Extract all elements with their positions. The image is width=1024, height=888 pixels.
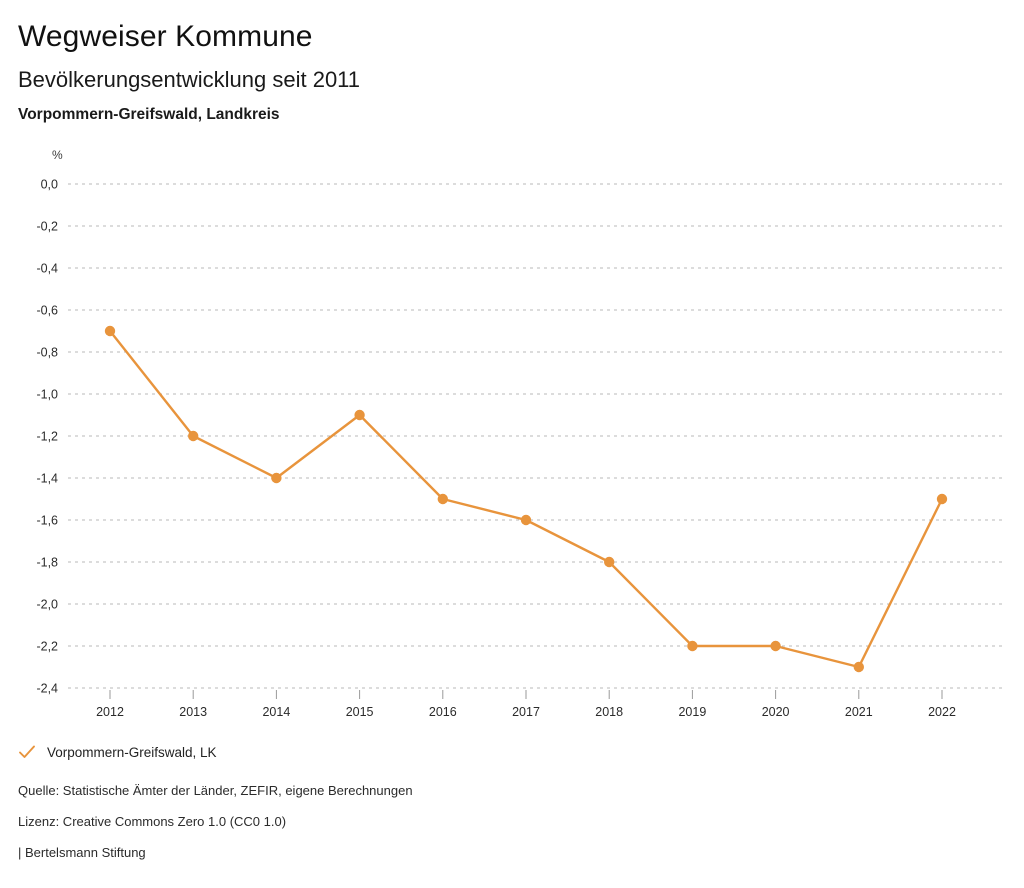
y-axis-tick-label: -1,2 — [36, 430, 58, 444]
legend-item-label: Vorpommern-Greifswald, LK — [47, 744, 217, 760]
data-point[interactable] — [354, 409, 365, 421]
x-axis-tick-label: 2021 — [845, 705, 873, 719]
page-title: Wegweiser Kommune — [18, 20, 313, 53]
data-point[interactable] — [188, 430, 199, 442]
data-point[interactable] — [687, 640, 698, 652]
check-icon — [19, 745, 35, 758]
y-axis-tick-label: 0,0 — [41, 178, 58, 192]
y-axis-tick-label: -0,8 — [36, 346, 58, 360]
data-point[interactable] — [853, 661, 864, 673]
series-line-group — [108, 329, 944, 669]
data-point[interactable] — [104, 325, 116, 337]
region-label: Vorpommern-Greifswald, Landkreis — [18, 106, 280, 123]
x-axis-tick-label: 2022 — [928, 705, 956, 719]
data-point[interactable] — [520, 514, 532, 526]
x-axis-tick-label: 2019 — [678, 705, 706, 719]
footer-source: Quelle: Statistische Ämter der Länder, Z… — [18, 783, 413, 798]
x-axis-tick-label: 2017 — [512, 705, 540, 719]
y-axis-labels-group: 0,0 -0,2 -0,4 -0,6 -0,8 -1,0 -1,2 -1,4 -1,6 -1,8 -… — [36, 178, 58, 696]
footer-license: Lizenz: Creative Commons Zero 1.0 (CC0 1… — [18, 814, 287, 829]
x-axis-labels-group: 2012 2013 2014 2015 2016 2017 2018 2019 2020 2021… — [96, 705, 956, 719]
x-axis-tick-label: 2015 — [346, 705, 374, 719]
y-axis-tick-label: -2,2 — [36, 640, 58, 654]
x-axis-tick-label: 2012 — [96, 705, 124, 719]
gridlines-group — [68, 183, 1005, 689]
y-axis-tick-label: -1,4 — [36, 472, 58, 486]
x-axis-tick-label: 2018 — [595, 705, 623, 719]
chart-subtitle: Bevölkerungsentwicklung seit 2011 — [18, 67, 361, 92]
y-axis-tick-label: -0,6 — [36, 304, 58, 318]
data-point[interactable] — [271, 472, 282, 484]
footer-publisher: | Bertelsmann Stiftung — [18, 845, 146, 860]
series-line — [108, 329, 944, 669]
y-axis-tick-label: -0,2 — [36, 220, 58, 234]
y-axis-tick-label: -0,4 — [36, 262, 58, 276]
y-axis-tick-label: -2,0 — [36, 598, 58, 612]
data-point[interactable] — [437, 493, 448, 505]
x-axis-tick-label: 2014 — [262, 705, 290, 719]
series-points-group — [104, 325, 948, 673]
y-axis-tick-label: -1,6 — [36, 514, 58, 528]
x-axis-tick-label: 2020 — [762, 705, 790, 719]
x-axis-tick-label: 2013 — [179, 705, 207, 719]
x-axis-ticks-group — [109, 690, 943, 699]
y-axis-tick-label: -1,8 — [36, 556, 58, 570]
x-axis-tick-label: 2016 — [429, 705, 457, 719]
line-chart: % 0,0 -0,2 -0,4 -0,6 -0,8 -1,0 -1,2 -1,4 -1,6 -1,… — [36, 148, 1005, 719]
data-point[interactable] — [604, 556, 615, 568]
data-point[interactable] — [770, 640, 781, 652]
chart-container: % 0,0 -0,2 -0,4 -0,6 -0,8 -1,0 -1,2 -1,4 -1,6 -1,… — [36, 148, 1005, 719]
chart-legend[interactable]: Vorpommern-Greifswald, LK — [18, 744, 217, 760]
y-axis-tick-label: -1,0 — [36, 388, 58, 402]
y-axis-tick-label: -2,4 — [36, 682, 58, 696]
y-axis-unit-label: % — [52, 148, 63, 162]
data-point[interactable] — [936, 493, 948, 505]
